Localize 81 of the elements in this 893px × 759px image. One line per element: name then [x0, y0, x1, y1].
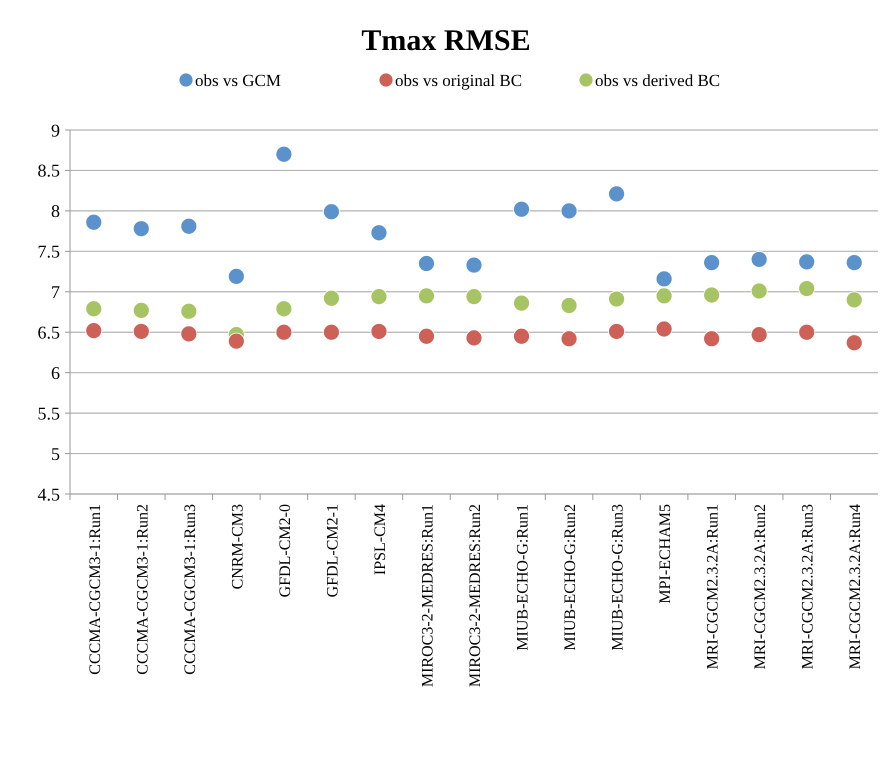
x-tick-label: MPI-ECHAM5: [657, 504, 674, 604]
chart-title: Tmax RMSE: [361, 24, 531, 57]
x-tick-label: CCCMA-CGCM3-1:Run3: [182, 504, 199, 675]
x-tick-label: MIROC3-2-MEDRES:Run2: [467, 504, 484, 688]
y-tick-label: 7: [51, 282, 60, 302]
point: [750, 282, 768, 300]
x-tick-label: MRI-CGCM2.3.2A:Run4: [847, 504, 864, 670]
legend-label: obs vs GCM: [195, 71, 281, 90]
point: [513, 294, 530, 312]
point: [275, 146, 292, 163]
point: [370, 323, 388, 340]
point: [798, 253, 816, 270]
point: [323, 324, 340, 341]
point: [750, 326, 768, 344]
x-tick-label: MRI-CGCM2.3.2A:Run1: [704, 504, 722, 670]
point: [513, 328, 530, 345]
point: [513, 200, 530, 218]
point: [656, 270, 673, 288]
x-tick-label: GFDL-CM2-1: [324, 504, 342, 598]
point: [418, 287, 435, 304]
x-tick-label: MIUB-ECHO-G:Run3: [610, 504, 627, 651]
x-tick-label: MIUB-ECHO-G:Run1: [514, 504, 532, 651]
y-tick-label: 5.5: [38, 403, 60, 424]
point: [466, 256, 482, 274]
y-tick-label: 5: [51, 444, 60, 464]
point: [228, 268, 245, 285]
point: [323, 290, 340, 307]
point: [703, 330, 720, 348]
x-tick-label: CCCMA-CGCM3-1:Run1: [86, 504, 104, 675]
x-tick-label: CNRM-CM3: [229, 504, 246, 590]
point: [846, 291, 863, 308]
x-tick-label: MIROC3-2-MEDRES:Run1: [419, 504, 436, 688]
point: [85, 300, 102, 318]
point: [608, 290, 625, 308]
point: [370, 288, 388, 306]
x-tick-label: CCCMA-CGCM3-1:Run2: [134, 504, 152, 675]
x-tick-label: MRI-CGCM2.3.2A:Run2: [752, 504, 770, 670]
point: [703, 254, 720, 272]
y-tick-label: 7.5: [38, 242, 60, 262]
point: [418, 328, 435, 345]
x-tick-label: MRI-CGCM2.3.2A:Run3: [800, 504, 817, 670]
point: [466, 329, 482, 346]
x-tick-label: IPSL-CM4: [372, 504, 389, 576]
point: [132, 302, 150, 319]
point: [132, 323, 150, 340]
point: [656, 287, 673, 304]
point: [560, 330, 578, 348]
point: [798, 324, 816, 341]
point: [85, 214, 102, 231]
y-tick-label: 9: [51, 120, 60, 140]
point: [275, 300, 292, 318]
point: [656, 320, 673, 338]
point: [608, 323, 625, 340]
point: [275, 324, 292, 341]
y-tick-label: 6: [51, 362, 60, 383]
point: [85, 322, 102, 340]
point: [560, 202, 578, 220]
legend-label: obs vs original BC: [395, 71, 522, 90]
legend-label: obs vs derived BC: [595, 71, 720, 90]
x-tick-label: MIUB-ECHO-G:Run2: [562, 504, 580, 651]
y-tick-label: 6.5: [38, 322, 60, 343]
point: [608, 186, 625, 202]
point: [370, 224, 388, 242]
point: [418, 255, 435, 272]
point: [703, 286, 720, 304]
point: [180, 325, 198, 342]
x-tick-label: GFDL-CM2-0: [276, 504, 294, 598]
point: [846, 254, 863, 272]
point: [323, 203, 340, 220]
point: [750, 251, 768, 268]
y-tick-label: 4.5: [38, 484, 60, 504]
point: [560, 297, 578, 314]
point: [798, 280, 816, 297]
point: [466, 288, 482, 306]
point: [180, 302, 198, 320]
y-tick-label: 8.5: [38, 160, 60, 181]
y-tick-label: 8: [51, 201, 60, 222]
point: [132, 220, 150, 238]
point: [228, 332, 245, 350]
point: [846, 334, 863, 352]
point: [180, 218, 198, 235]
